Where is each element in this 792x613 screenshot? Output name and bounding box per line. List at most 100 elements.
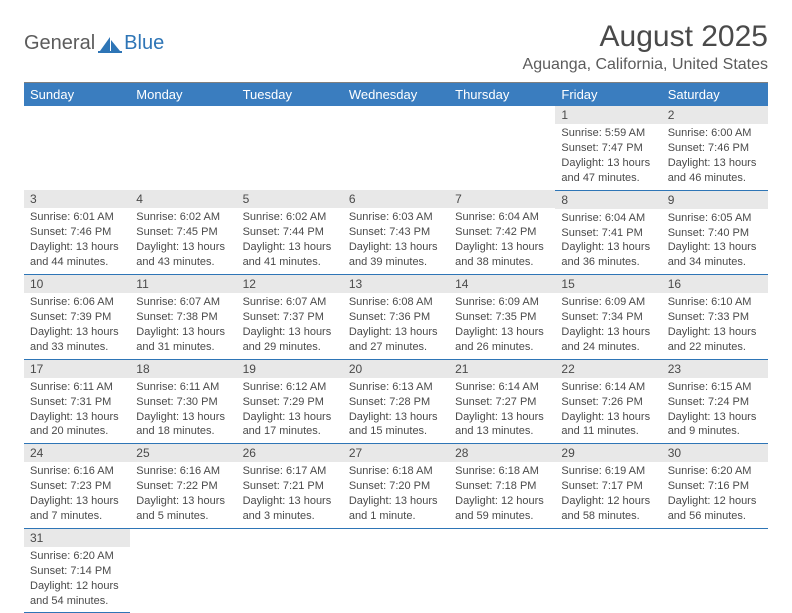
- calendar-day-cell: 8Sunrise: 6:04 AMSunset: 7:41 PMDaylight…: [555, 190, 661, 275]
- sunrise-text: Sunrise: 6:14 AM: [561, 380, 655, 395]
- daylight-text-1: Daylight: 13 hours: [668, 410, 762, 425]
- daylight-text-1: Daylight: 12 hours: [561, 494, 655, 509]
- calendar-day-cell: [237, 528, 343, 613]
- day-number: 22: [555, 360, 661, 378]
- daylight-text-2: and 58 minutes.: [561, 509, 655, 524]
- daylight-text-2: and 47 minutes.: [561, 171, 655, 186]
- daylight-text-2: and 11 minutes.: [561, 424, 655, 439]
- location-text: Aguanga, California, United States: [523, 56, 768, 74]
- day-number: 5: [237, 190, 343, 208]
- day-body: Sunrise: 6:19 AMSunset: 7:17 PMDaylight:…: [555, 462, 661, 527]
- calendar-day-cell: 11Sunrise: 6:07 AMSunset: 7:38 PMDayligh…: [130, 275, 236, 360]
- day-number: 1: [555, 106, 661, 124]
- daylight-text-2: and 13 minutes.: [455, 424, 549, 439]
- sunset-text: Sunset: 7:38 PM: [136, 310, 230, 325]
- calendar-day-cell: [343, 528, 449, 613]
- calendar-day-cell: [555, 528, 661, 613]
- daylight-text-1: Daylight: 13 hours: [455, 325, 549, 340]
- daylight-text-2: and 56 minutes.: [668, 509, 762, 524]
- day-body: Sunrise: 6:06 AMSunset: 7:39 PMDaylight:…: [24, 293, 130, 358]
- day-number: 11: [130, 275, 236, 293]
- calendar-day-cell: [130, 528, 236, 613]
- daylight-text-2: and 33 minutes.: [30, 340, 124, 355]
- sunrise-text: Sunrise: 6:13 AM: [349, 380, 443, 395]
- sunset-text: Sunset: 7:46 PM: [30, 225, 124, 240]
- sunrise-text: Sunrise: 6:14 AM: [455, 380, 549, 395]
- calendar-day-cell: 17Sunrise: 6:11 AMSunset: 7:31 PMDayligh…: [24, 359, 130, 444]
- daylight-text-2: and 44 minutes.: [30, 255, 124, 270]
- day-body: Sunrise: 6:03 AMSunset: 7:43 PMDaylight:…: [343, 208, 449, 273]
- day-body: Sunrise: 5:59 AMSunset: 7:47 PMDaylight:…: [555, 124, 661, 189]
- sunset-text: Sunset: 7:22 PM: [136, 479, 230, 494]
- calendar-day-cell: 20Sunrise: 6:13 AMSunset: 7:28 PMDayligh…: [343, 359, 449, 444]
- sunset-text: Sunset: 7:24 PM: [668, 395, 762, 410]
- day-body: Sunrise: 6:10 AMSunset: 7:33 PMDaylight:…: [662, 293, 768, 358]
- sunrise-text: Sunrise: 6:20 AM: [30, 549, 124, 564]
- sunset-text: Sunset: 7:18 PM: [455, 479, 549, 494]
- calendar-week-row: 3Sunrise: 6:01 AMSunset: 7:46 PMDaylight…: [24, 190, 768, 275]
- calendar-day-cell: 7Sunrise: 6:04 AMSunset: 7:42 PMDaylight…: [449, 190, 555, 275]
- sunrise-text: Sunrise: 6:09 AM: [455, 295, 549, 310]
- day-number: 13: [343, 275, 449, 293]
- sunset-text: Sunset: 7:21 PM: [243, 479, 337, 494]
- day-body: Sunrise: 6:05 AMSunset: 7:40 PMDaylight:…: [662, 209, 768, 274]
- daylight-text-1: Daylight: 13 hours: [561, 156, 655, 171]
- daylight-text-2: and 38 minutes.: [455, 255, 549, 270]
- sunset-text: Sunset: 7:20 PM: [349, 479, 443, 494]
- calendar-day-cell: 12Sunrise: 6:07 AMSunset: 7:37 PMDayligh…: [237, 275, 343, 360]
- sunset-text: Sunset: 7:42 PM: [455, 225, 549, 240]
- daylight-text-1: Daylight: 13 hours: [561, 240, 655, 255]
- day-body: Sunrise: 6:04 AMSunset: 7:42 PMDaylight:…: [449, 208, 555, 273]
- calendar-week-row: 24Sunrise: 6:16 AMSunset: 7:23 PMDayligh…: [24, 444, 768, 529]
- sunrise-text: Sunrise: 6:03 AM: [349, 210, 443, 225]
- month-title: August 2025: [523, 20, 768, 54]
- calendar-day-cell: 6Sunrise: 6:03 AMSunset: 7:43 PMDaylight…: [343, 190, 449, 275]
- daylight-text-1: Daylight: 13 hours: [30, 410, 124, 425]
- sail-icon: [98, 35, 122, 53]
- sunrise-text: Sunrise: 6:02 AM: [136, 210, 230, 225]
- day-number: 29: [555, 444, 661, 462]
- sunset-text: Sunset: 7:14 PM: [30, 564, 124, 579]
- daylight-text-2: and 18 minutes.: [136, 424, 230, 439]
- daylight-text-1: Daylight: 13 hours: [243, 240, 337, 255]
- calendar-day-cell: 19Sunrise: 6:12 AMSunset: 7:29 PMDayligh…: [237, 359, 343, 444]
- daylight-text-1: Daylight: 13 hours: [349, 494, 443, 509]
- sunset-text: Sunset: 7:30 PM: [136, 395, 230, 410]
- calendar-day-cell: 24Sunrise: 6:16 AMSunset: 7:23 PMDayligh…: [24, 444, 130, 529]
- sunset-text: Sunset: 7:34 PM: [561, 310, 655, 325]
- sunset-text: Sunset: 7:16 PM: [668, 479, 762, 494]
- day-body: Sunrise: 6:00 AMSunset: 7:46 PMDaylight:…: [662, 124, 768, 189]
- sunrise-text: Sunrise: 6:02 AM: [243, 210, 337, 225]
- day-number: 26: [237, 444, 343, 462]
- calendar-day-cell: 1Sunrise: 5:59 AMSunset: 7:47 PMDaylight…: [555, 106, 661, 190]
- daylight-text-2: and 34 minutes.: [668, 255, 762, 270]
- sunset-text: Sunset: 7:43 PM: [349, 225, 443, 240]
- day-number: 7: [449, 190, 555, 208]
- calendar-day-cell: 26Sunrise: 6:17 AMSunset: 7:21 PMDayligh…: [237, 444, 343, 529]
- day-body: Sunrise: 6:16 AMSunset: 7:22 PMDaylight:…: [130, 462, 236, 527]
- daylight-text-1: Daylight: 13 hours: [349, 240, 443, 255]
- calendar-day-cell: 18Sunrise: 6:11 AMSunset: 7:30 PMDayligh…: [130, 359, 236, 444]
- daylight-text-1: Daylight: 13 hours: [349, 410, 443, 425]
- day-body: Sunrise: 6:15 AMSunset: 7:24 PMDaylight:…: [662, 378, 768, 443]
- sunset-text: Sunset: 7:31 PM: [30, 395, 124, 410]
- day-number: 18: [130, 360, 236, 378]
- day-header: Friday: [555, 83, 661, 106]
- sunrise-text: Sunrise: 5:59 AM: [561, 126, 655, 141]
- sunrise-text: Sunrise: 6:16 AM: [30, 464, 124, 479]
- calendar-day-cell: 4Sunrise: 6:02 AMSunset: 7:45 PMDaylight…: [130, 190, 236, 275]
- sunset-text: Sunset: 7:46 PM: [668, 141, 762, 156]
- logo-text-general: General: [24, 32, 95, 55]
- daylight-text-2: and 31 minutes.: [136, 340, 230, 355]
- sunset-text: Sunset: 7:47 PM: [561, 141, 655, 156]
- calendar-day-cell: 22Sunrise: 6:14 AMSunset: 7:26 PMDayligh…: [555, 359, 661, 444]
- sunrise-text: Sunrise: 6:04 AM: [455, 210, 549, 225]
- calendar-day-cell: 2Sunrise: 6:00 AMSunset: 7:46 PMDaylight…: [662, 106, 768, 190]
- calendar-day-cell: 16Sunrise: 6:10 AMSunset: 7:33 PMDayligh…: [662, 275, 768, 360]
- daylight-text-2: and 7 minutes.: [30, 509, 124, 524]
- calendar-week-row: 1Sunrise: 5:59 AMSunset: 7:47 PMDaylight…: [24, 106, 768, 190]
- daylight-text-2: and 43 minutes.: [136, 255, 230, 270]
- calendar-day-cell: 3Sunrise: 6:01 AMSunset: 7:46 PMDaylight…: [24, 190, 130, 275]
- calendar-day-cell: 13Sunrise: 6:08 AMSunset: 7:36 PMDayligh…: [343, 275, 449, 360]
- day-number: 10: [24, 275, 130, 293]
